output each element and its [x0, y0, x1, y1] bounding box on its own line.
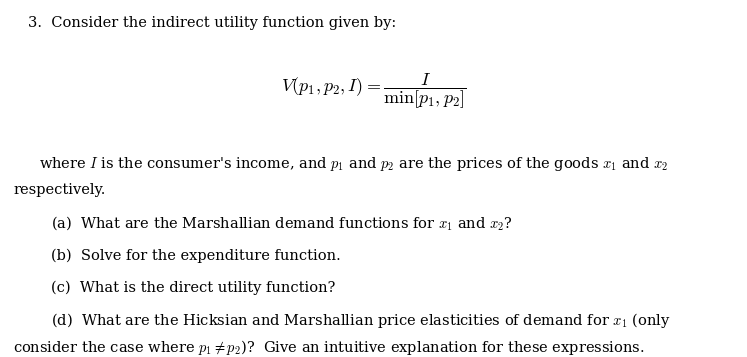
Text: consider the case where $p_1 \neq p_2$)?  Give an intuitive explanation for thes: consider the case where $p_1 \neq p_2$)?… — [13, 338, 645, 357]
Text: where $I$ is the consumer's income, and $p_1$ and $p_2$ are the prices of the go: where $I$ is the consumer's income, and … — [39, 155, 669, 173]
Text: respectively.: respectively. — [13, 183, 106, 197]
Text: (a)  What are the Marshallian demand functions for $x_1$ and $x_2$?: (a) What are the Marshallian demand func… — [51, 214, 512, 232]
Text: $V(p_1, p_2, I) = \dfrac{I}{\min[p_1, p_2]}$: $V(p_1, p_2, I) = \dfrac{I}{\min[p_1, p_… — [281, 71, 466, 111]
Text: (d)  What are the Hicksian and Marshallian price elasticities of demand for $x_1: (d) What are the Hicksian and Marshallia… — [51, 311, 670, 330]
Text: (c)  What is the direct utility function?: (c) What is the direct utility function? — [51, 280, 335, 295]
Text: 3.  Consider the indirect utility function given by:: 3. Consider the indirect utility functio… — [28, 16, 397, 30]
Text: (b)  Solve for the expenditure function.: (b) Solve for the expenditure function. — [51, 248, 341, 262]
